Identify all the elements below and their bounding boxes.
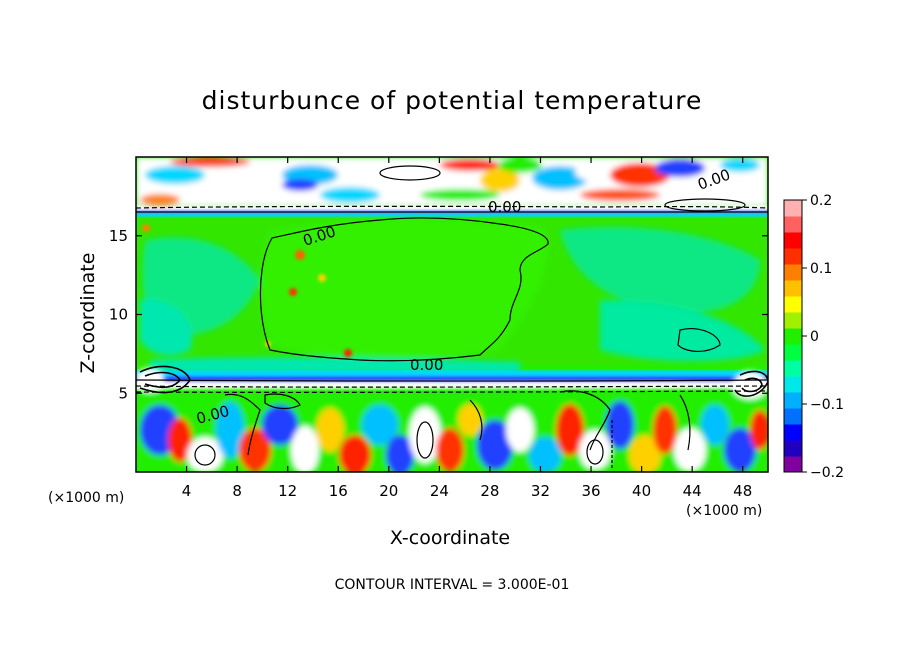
x-axis-unit: (×1000 m) <box>686 503 763 519</box>
small-anomalies <box>142 224 352 357</box>
x-tick-label: 48 <box>733 482 752 500</box>
colorbar-swatch <box>784 232 802 249</box>
x-tick-label: 20 <box>379 482 398 500</box>
contour-lines <box>136 165 768 470</box>
y-axis-unit: (×1000 m) <box>48 490 125 506</box>
contour-label-3: 0.00 <box>410 356 443 374</box>
x-tick-label: 8 <box>232 482 242 500</box>
lower-turbulent-region <box>136 368 768 472</box>
colorbar-tick-label: 0.1 <box>810 261 832 277</box>
y-tick-label: 10 <box>109 306 128 324</box>
contour-label-1: 0.00 <box>488 198 521 216</box>
colorbar-tick-label: 0 <box>810 329 819 345</box>
colorbar-tick-label: −0.1 <box>810 397 844 413</box>
band-lower <box>136 370 768 390</box>
x-tick-label: 16 <box>329 482 348 500</box>
x-tick-label: 40 <box>632 482 651 500</box>
x-tick-label: 36 <box>581 482 600 500</box>
colorbar-swatch <box>784 424 802 441</box>
colorbar-ticks: 0.2 0.1 0 −0.1 −0.2 <box>802 193 844 481</box>
x-axis-label: X-coordinate <box>389 527 511 549</box>
y-axis-label: Z-coordinate <box>77 252 99 374</box>
colorbar-swatch <box>784 456 802 473</box>
chart-title: disturbunce of potential temperature <box>201 86 703 115</box>
colorbar-swatch <box>784 280 802 297</box>
x-tick-label: 12 <box>278 482 297 500</box>
colorbar-swatch <box>784 312 802 329</box>
colorbar-swatch <box>784 344 802 361</box>
colorbar-swatch <box>784 408 802 425</box>
mid-layer-patches <box>140 218 765 372</box>
colorbar-swatch <box>784 248 802 265</box>
upper-turbulent-region <box>136 157 768 207</box>
heatmap-field <box>136 157 768 472</box>
colorbar-swatch <box>784 392 802 409</box>
y-tick-label: 15 <box>109 227 128 245</box>
colorbar-swatch <box>784 200 802 217</box>
x-tick-label: 28 <box>480 482 499 500</box>
colorbar-swatch <box>784 328 802 345</box>
colorbar-swatch <box>784 216 802 233</box>
x-tick-label: 4 <box>182 482 192 500</box>
colorbar-swatch <box>784 360 802 377</box>
x-tick-label: 24 <box>430 482 449 500</box>
contour-labels: 0.00 0.00 0.00 0.00 0.00 <box>194 165 732 427</box>
colorbar-tick-label: 0.2 <box>810 193 832 209</box>
colorbar <box>783 199 803 473</box>
colorbar-swatch <box>784 376 802 393</box>
x-tick-label: 44 <box>683 482 702 500</box>
colorbar-swatch <box>784 296 802 313</box>
y-tick-label: 5 <box>118 384 128 402</box>
y-axis-ticks: 5 10 15 <box>109 227 768 402</box>
x-axis-ticks: 4 8 12 16 20 24 28 32 36 40 44 48 <box>182 157 752 500</box>
colorbar-tick-label: −0.2 <box>810 465 844 481</box>
colorbar-swatch <box>784 440 802 457</box>
x-tick-label: 32 <box>531 482 550 500</box>
contour-interval-note: CONTOUR INTERVAL = 3.000E-01 <box>334 577 570 593</box>
colorbar-swatch <box>784 264 802 281</box>
